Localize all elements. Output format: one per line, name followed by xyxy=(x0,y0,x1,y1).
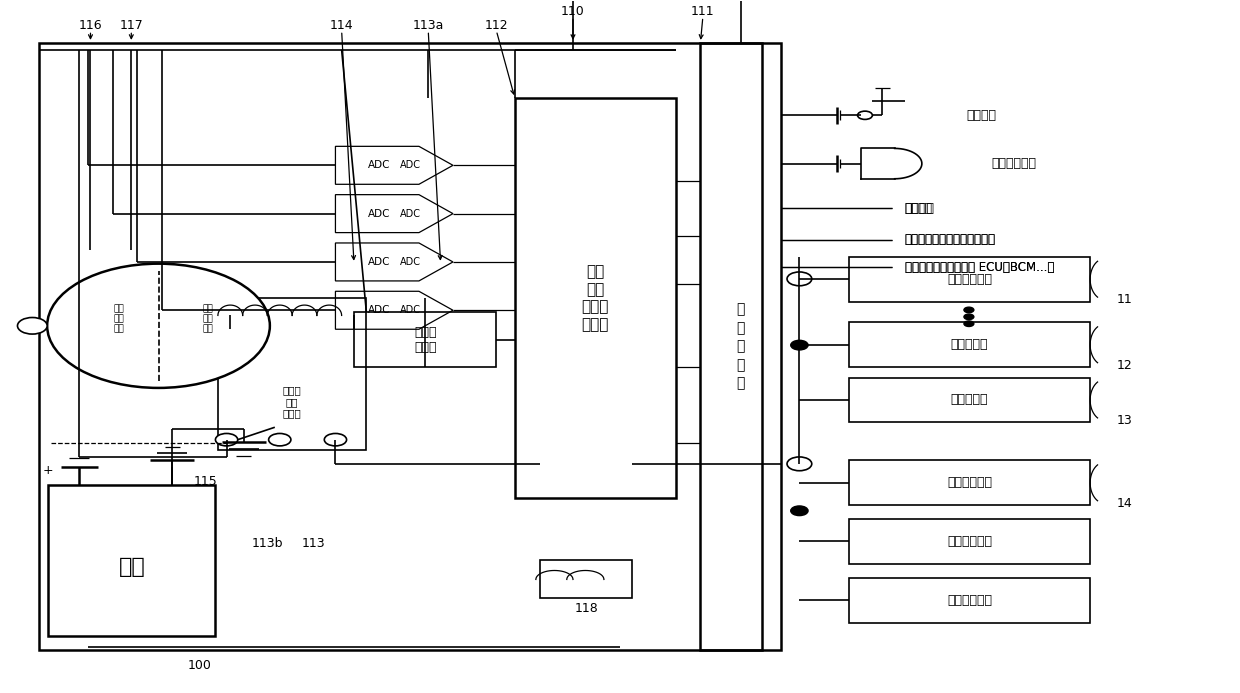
Text: 普通电力负载: 普通电力负载 xyxy=(947,594,992,606)
Text: 碰撞检测传感器、车速传感器: 碰撞检测传感器、车速传感器 xyxy=(904,233,996,246)
Text: 车辆控制器（安全气囊 ECU、BCM...）: 车辆控制器（安全气囊 ECU、BCM...） xyxy=(904,261,1054,274)
Bar xyxy=(849,578,1090,622)
Text: ADC: ADC xyxy=(367,305,391,315)
Bar xyxy=(218,298,366,450)
Circle shape xyxy=(787,272,812,286)
Text: 13: 13 xyxy=(1117,414,1132,427)
Circle shape xyxy=(963,314,973,319)
Text: 113b: 113b xyxy=(252,536,283,550)
Bar xyxy=(515,98,676,498)
Text: ADC: ADC xyxy=(367,160,391,170)
Circle shape xyxy=(17,317,47,334)
Circle shape xyxy=(325,433,346,446)
Text: 碰撞检测传感器、车速传感器: 碰撞检测传感器、车速传感器 xyxy=(904,233,996,246)
Text: 电压
温度
大电流
小电流: 电压 温度 大电流 小电流 xyxy=(582,265,609,332)
Text: 中断允许负载: 中断允许负载 xyxy=(947,273,992,286)
Text: +: + xyxy=(43,464,53,477)
Text: ADC: ADC xyxy=(401,209,422,218)
Text: 起动电动机: 起动电动机 xyxy=(951,394,988,407)
Bar xyxy=(353,312,496,367)
Bar xyxy=(849,257,1090,301)
Text: 11: 11 xyxy=(1117,293,1132,306)
Text: 112: 112 xyxy=(485,19,508,32)
Circle shape xyxy=(47,263,270,388)
Text: 继电器
驱动器: 继电器 驱动器 xyxy=(414,326,436,353)
Text: 110: 110 xyxy=(562,6,585,18)
Circle shape xyxy=(963,321,973,326)
Text: 电池: 电池 xyxy=(119,557,145,577)
Text: ADC: ADC xyxy=(401,257,422,267)
Text: 114: 114 xyxy=(330,19,353,32)
Bar xyxy=(539,561,632,599)
Bar xyxy=(849,322,1090,367)
Text: 总
管
控
制
器: 总 管 控 制 器 xyxy=(737,303,745,390)
Circle shape xyxy=(791,506,808,516)
Text: 12: 12 xyxy=(1117,359,1132,372)
Text: 113a: 113a xyxy=(413,19,444,32)
Text: ADC: ADC xyxy=(367,209,391,218)
Text: 100: 100 xyxy=(187,659,211,672)
Text: 115: 115 xyxy=(193,475,217,488)
Bar xyxy=(38,43,763,650)
Text: 117: 117 xyxy=(119,19,143,32)
Text: 116: 116 xyxy=(78,19,102,32)
Text: 111: 111 xyxy=(691,6,714,18)
Text: ADC: ADC xyxy=(401,305,422,315)
Text: 车辆控制器（安全气囊 ECU、BCM...）: 车辆控制器（安全气囊 ECU、BCM...） xyxy=(904,261,1054,274)
Circle shape xyxy=(963,307,973,313)
Text: ADC: ADC xyxy=(367,257,391,267)
Bar xyxy=(849,378,1090,423)
Bar xyxy=(849,519,1090,564)
Text: ADC: ADC xyxy=(401,160,422,170)
Text: 118: 118 xyxy=(574,602,599,615)
Text: 交流发电机: 交流发电机 xyxy=(951,338,988,351)
Text: 恢复开关: 恢复开关 xyxy=(966,109,997,122)
Bar xyxy=(849,460,1090,505)
Text: 点火开关: 点火开关 xyxy=(904,202,935,215)
Bar xyxy=(48,484,216,636)
Bar xyxy=(701,43,781,650)
Circle shape xyxy=(269,433,291,446)
Text: 113: 113 xyxy=(301,536,325,550)
Text: 普通电力负载: 普通电力负载 xyxy=(947,476,992,489)
Circle shape xyxy=(858,111,873,119)
Text: 点火开关: 点火开关 xyxy=(904,202,932,215)
Circle shape xyxy=(791,340,808,350)
Text: 14: 14 xyxy=(1117,497,1132,510)
Text: 大电流
闩锁
继电器: 大电流 闩锁 继电器 xyxy=(283,385,301,419)
Text: 中断报警开关: 中断报警开关 xyxy=(991,157,1037,170)
Text: 小电
流传
感器: 小电 流传 感器 xyxy=(114,304,124,334)
Text: 大电
流传
感器: 大电 流传 感器 xyxy=(202,304,213,334)
Circle shape xyxy=(216,433,238,446)
Circle shape xyxy=(787,457,812,471)
Text: 普通电力负载: 普通电力负载 xyxy=(947,535,992,548)
